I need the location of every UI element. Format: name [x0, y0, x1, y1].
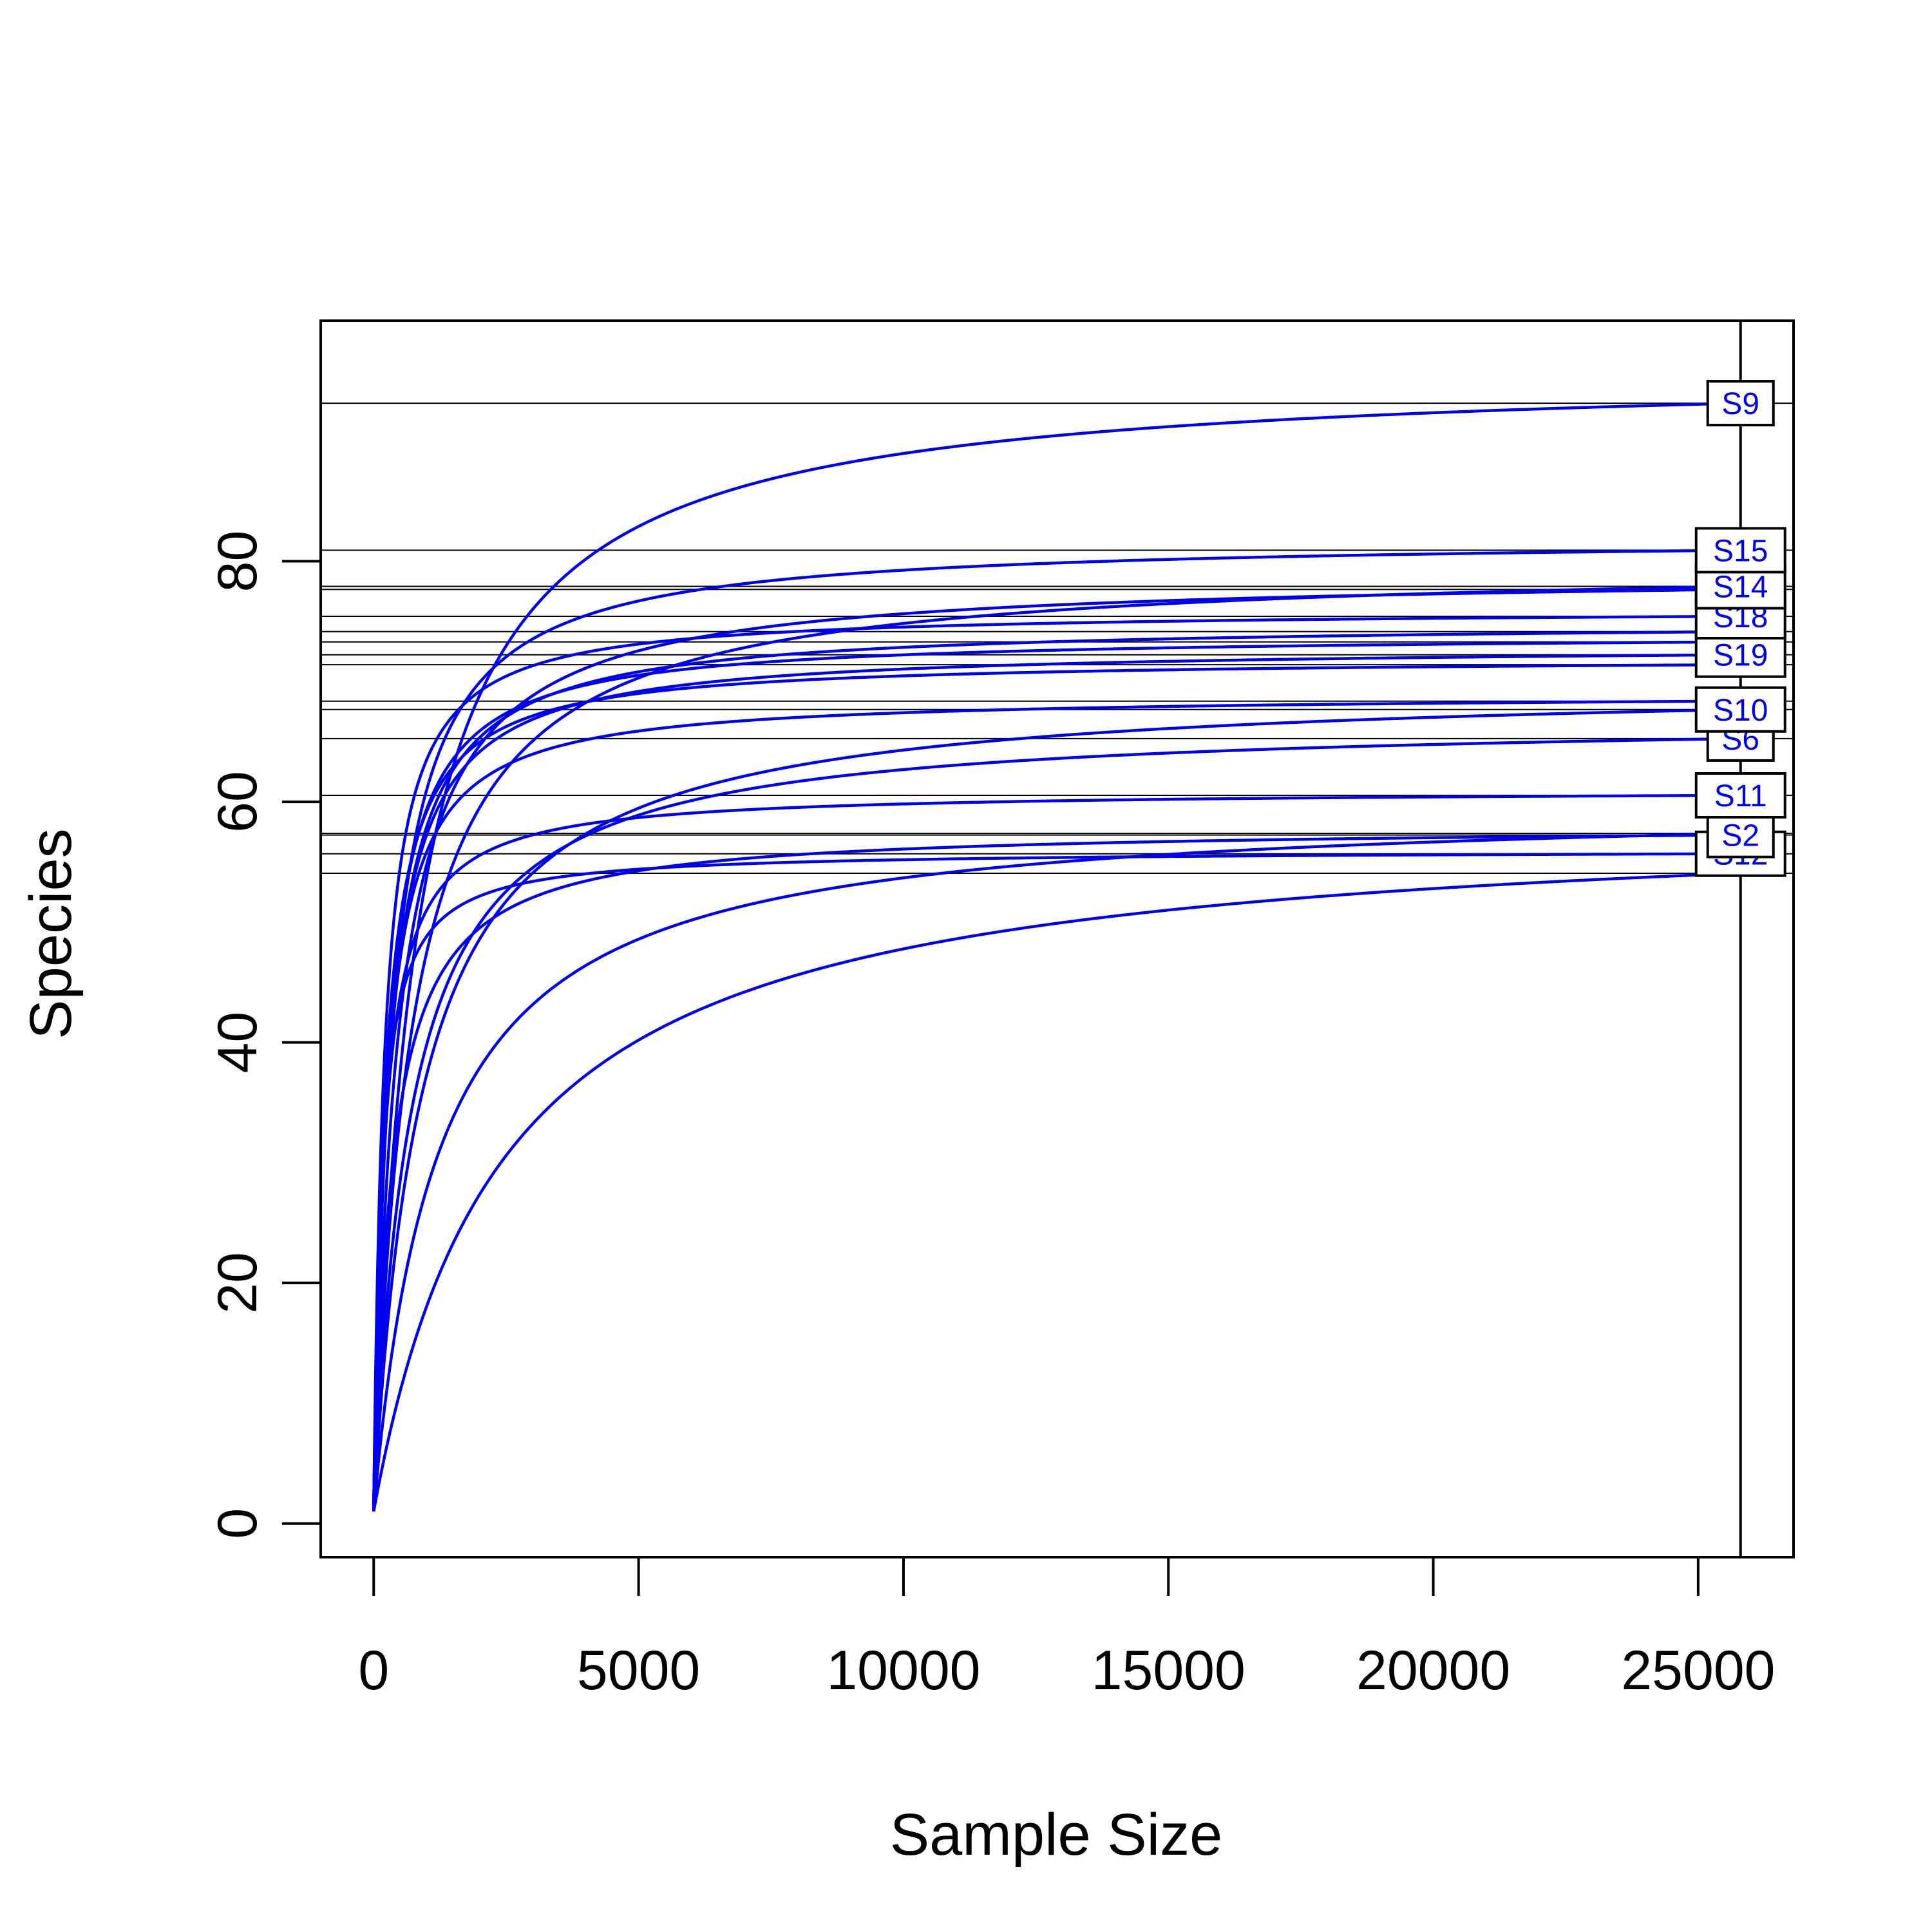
x-tick-label: 25000	[1621, 1640, 1775, 1701]
rarefaction-curve	[372, 663, 1741, 1512]
y-tick-label: 20	[207, 1252, 269, 1314]
rarefaction-curve-s15	[372, 549, 1741, 1512]
rarefaction-curve	[372, 640, 1741, 1512]
x-tick-label: 0	[358, 1640, 389, 1701]
series-labels: S12S2S11S6S10S19S18S14S15S9	[1694, 380, 1786, 877]
rarefaction-curve-s10	[372, 708, 1741, 1512]
series-label-s10: S10	[1694, 686, 1786, 733]
y-axis: 0 20 40 60 80	[207, 531, 321, 1539]
rarefaction-curve-s14	[372, 585, 1741, 1512]
rarefaction-curve-s11	[372, 793, 1741, 1512]
y-tick-label: 80	[207, 531, 269, 592]
series-label-s9: S9	[1706, 380, 1775, 427]
plot-frame	[319, 319, 1795, 1558]
x-tick-label: 20000	[1356, 1640, 1510, 1701]
series-label-box	[1694, 772, 1786, 819]
series-label-box	[1694, 631, 1786, 678]
series-label-text: S9	[1721, 387, 1759, 421]
series-label-text: S10	[1713, 694, 1768, 728]
series-label-s15: S15	[1694, 527, 1786, 574]
rarefaction-curve-s6	[372, 737, 1741, 1512]
rarefaction-curve-s2	[372, 833, 1741, 1512]
series-label-box	[1694, 686, 1786, 733]
series-label-box	[1706, 811, 1775, 858]
x-axis: 0 5000 10000 15000 20000 25000	[358, 1557, 1775, 1701]
y-tick-label: 0	[207, 1508, 269, 1539]
rarefaction-curve-s9	[372, 401, 1741, 1512]
series-label-text: S11	[1714, 779, 1767, 813]
x-tick-label: 15000	[1092, 1640, 1245, 1701]
y-tick-label: 40	[207, 1012, 269, 1074]
series-label-text: S19	[1713, 639, 1768, 673]
rarefaction-curves	[372, 401, 1741, 1512]
series-label-s11: S11	[1694, 772, 1786, 819]
series-label-text: S2	[1721, 819, 1759, 853]
rarefaction-curve	[372, 587, 1741, 1512]
series-label-box	[1706, 380, 1775, 427]
y-axis-title: Species	[18, 828, 84, 1039]
y-tick-label: 60	[207, 771, 269, 833]
rarefaction-curve	[372, 831, 1741, 1512]
rarefaction-curve	[372, 871, 1741, 1512]
x-tick-label: 5000	[577, 1640, 700, 1701]
rarefaction-curve-s19	[372, 653, 1741, 1512]
reference-lines	[321, 402, 1794, 874]
series-label-box	[1694, 527, 1786, 574]
series-label-s2: S2	[1706, 811, 1775, 858]
rarefaction-curve-s12	[372, 852, 1741, 1512]
series-label-text: S15	[1713, 534, 1768, 568]
series-label-text: S14	[1713, 571, 1768, 605]
series-label-s19: S19	[1694, 631, 1786, 678]
rarefaction-curve-s18	[372, 614, 1741, 1512]
rarefaction-curve	[372, 699, 1741, 1512]
x-axis-title: Sample Size	[890, 1802, 1222, 1868]
x-tick-label: 10000	[826, 1640, 980, 1701]
rarefaction-curve	[372, 630, 1741, 1512]
